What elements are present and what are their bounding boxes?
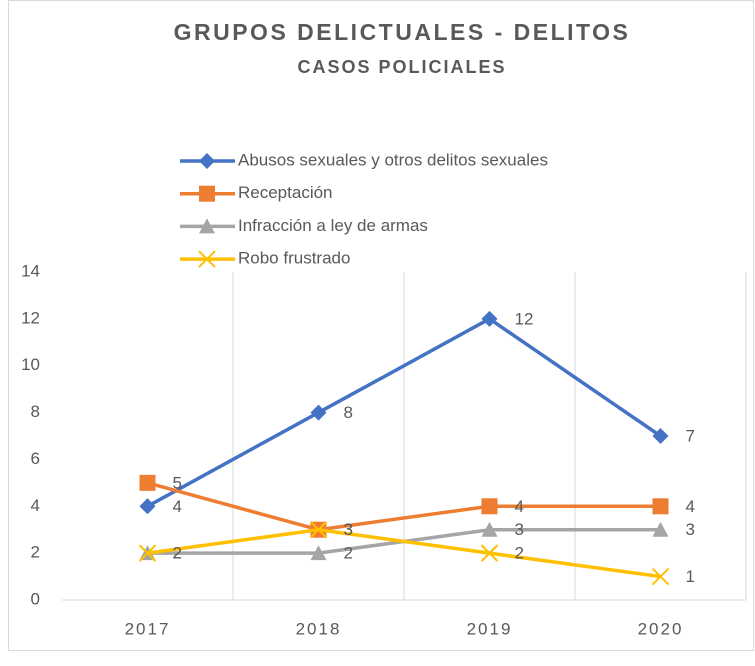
data-label: 1 [686, 567, 695, 586]
legend-label: Infracción a ley de armas [238, 216, 428, 235]
x-tick-label: 2019 [467, 619, 513, 638]
data-point [481, 498, 498, 515]
data-point [651, 567, 670, 586]
series-line [147, 481, 661, 532]
data-point [652, 498, 669, 515]
y-tick-label: 0 [31, 589, 40, 608]
y-tick-label: 4 [31, 496, 40, 515]
chart-border [8, 0, 754, 651]
data-label: 12 [515, 309, 534, 328]
chart-title: GRUPOS DELICTUALES - DELITOS [174, 19, 631, 45]
data-point [310, 404, 327, 421]
data-label: 3 [515, 520, 524, 539]
data-label: 2 [173, 544, 182, 563]
y-tick-label: 8 [31, 402, 40, 421]
y-tick-label: 2 [31, 543, 40, 562]
data-label: 4 [515, 497, 524, 516]
data-label: 3 [344, 520, 353, 539]
data-point [652, 521, 669, 537]
data-label: 4 [686, 497, 695, 516]
series-line [146, 316, 662, 508]
data-label: 2 [515, 544, 524, 563]
legend-label: Abusos sexuales y otros delitos sexuales [238, 150, 548, 169]
legend-label: Receptación [238, 183, 333, 202]
data-point [481, 310, 498, 327]
y-tick-label: 10 [21, 355, 40, 374]
data-point [139, 474, 156, 491]
data-label: 3 [686, 520, 695, 539]
data-label: 2 [173, 544, 182, 563]
data-label: 5 [173, 473, 182, 492]
x-tick-label: 2020 [638, 619, 684, 638]
legend-marker [199, 153, 215, 169]
data-label: 3 [344, 520, 353, 539]
data-label: 4 [173, 497, 182, 516]
series-line [147, 527, 661, 579]
data-label: 2 [344, 544, 353, 563]
data-label: 8 [344, 403, 353, 422]
data-point [309, 521, 328, 539]
data-point [481, 521, 498, 537]
legend-marker [199, 218, 215, 234]
y-tick-label: 12 [21, 308, 40, 327]
data-point [480, 544, 499, 562]
data-point [138, 544, 157, 562]
x-tick-label: 2017 [125, 619, 171, 638]
y-tick-label: 6 [31, 449, 40, 468]
y-tick-label: 14 [21, 261, 40, 280]
legend-marker [198, 250, 216, 268]
data-point [310, 545, 327, 561]
data-label: 7 [686, 426, 695, 445]
legend-marker [199, 185, 215, 202]
data-point [139, 498, 156, 515]
chart-subtitle: CASOS POLICIALES [297, 57, 506, 77]
data-point [652, 428, 669, 444]
legend-label: Robo frustrado [238, 249, 350, 268]
x-tick-label: 2018 [296, 619, 342, 638]
